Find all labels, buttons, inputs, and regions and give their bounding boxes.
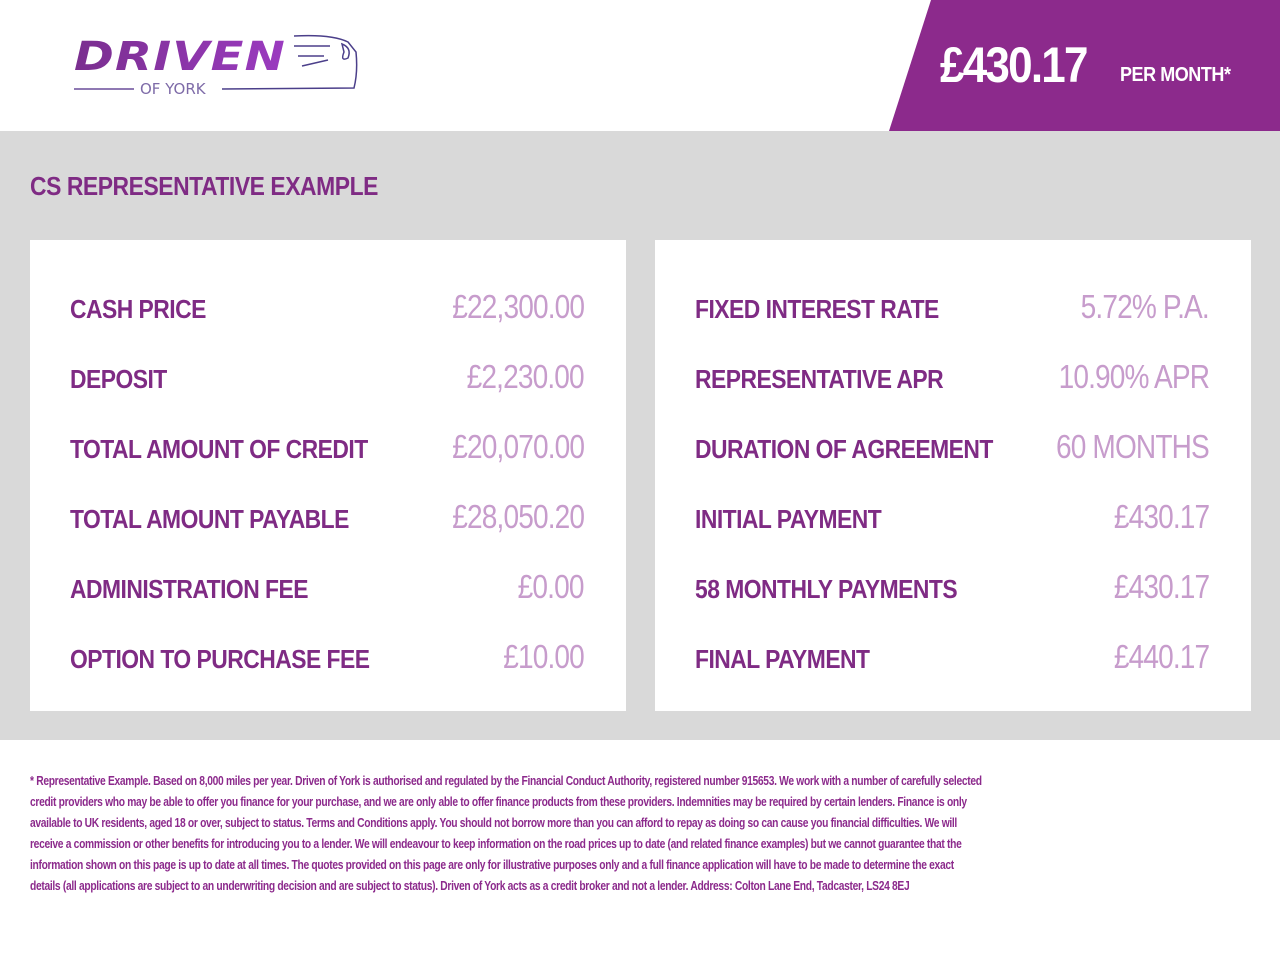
row-value: 5.72% P.A. (1080, 288, 1210, 325)
driven-of-york-logo: DRIVEN OF YORK (74, 34, 358, 98)
row-label: INITIAL PAYMENT (695, 504, 882, 534)
per-month-label: PER MONTH* (1120, 64, 1231, 86)
disclaimer-line: available to UK residents, aged 18 or ov… (30, 815, 957, 830)
finance-row-monthly-payments: 58 MONTHLY PAYMENTS £430.17 (695, 566, 1210, 606)
row-label: DEPOSIT (70, 364, 167, 394)
row-label: REPRESENTATIVE APR (695, 364, 944, 394)
row-value: £2,230.00 (466, 358, 585, 395)
logo-brand-text: DRIVEN (74, 34, 286, 80)
finance-row-purchase-fee: OPTION TO PURCHASE FEE £10.00 (70, 636, 585, 676)
finance-row-admin-fee: ADMINISTRATION FEE £0.00 (70, 566, 585, 606)
disclaimer-line: details (all applications are subject to… (30, 878, 910, 893)
row-label: TOTAL AMOUNT PAYABLE (70, 504, 349, 534)
row-value: 60 MONTHS (1056, 428, 1210, 465)
finance-row-deposit: DEPOSIT £2,230.00 (70, 356, 585, 396)
header: DRIVEN OF YORK £430.17 PER MONTH* (0, 0, 1280, 131)
row-label: OPTION TO PURCHASE FEE (70, 644, 370, 674)
disclaimer-line: receive a commission or other benefits f… (30, 836, 962, 851)
finance-row-final-payment: FINAL PAYMENT £440.17 (695, 636, 1210, 676)
row-value: £20,070.00 (452, 428, 585, 465)
logo-subtitle-text: OF YORK (140, 80, 207, 98)
legal-disclaimer: * Representative Example. Based on 8,000… (30, 770, 1230, 896)
finance-row-initial-payment: INITIAL PAYMENT £430.17 (695, 496, 1210, 536)
row-value: £430.17 (1113, 568, 1210, 605)
finance-row-duration: DURATION OF AGREEMENT 60 MONTHS (695, 426, 1210, 466)
price-banner (889, 0, 1280, 131)
row-value: £28,050.20 (452, 498, 585, 535)
row-label: FIXED INTEREST RATE (695, 294, 939, 324)
row-value: £10.00 (503, 638, 585, 675)
finance-card-right: FIXED INTEREST RATE 5.72% P.A. REPRESENTA… (655, 240, 1251, 711)
row-label: ADMINISTRATION FEE (70, 574, 308, 604)
row-label: CASH PRICE (70, 294, 206, 324)
row-label: TOTAL AMOUNT OF CREDIT (70, 434, 368, 464)
row-value: £440.17 (1113, 638, 1210, 675)
row-label: FINAL PAYMENT (695, 644, 870, 674)
row-value: £430.17 (1113, 498, 1210, 535)
disclaimer-line: credit providers who may be able to offe… (30, 794, 967, 809)
section-title: CS REPRESENTATIVE EXAMPLE (30, 171, 378, 201)
finance-row-total-payable: TOTAL AMOUNT PAYABLE £28,050.20 (70, 496, 585, 536)
finance-row-cash-price: CASH PRICE £22,300.00 (70, 286, 585, 326)
row-label: DURATION OF AGREEMENT (695, 434, 993, 464)
monthly-price: £430.17 (940, 37, 1088, 93)
disclaimer-line: * Representative Example. Based on 8,000… (30, 773, 982, 788)
row-value: £22,300.00 (452, 288, 585, 325)
disclaimer-line: information shown on this page is up to … (30, 857, 954, 872)
finance-row-total-credit: TOTAL AMOUNT OF CREDIT £20,070.00 (70, 426, 585, 466)
finance-row-interest-rate: FIXED INTEREST RATE 5.72% P.A. (695, 286, 1210, 326)
finance-row-apr: REPRESENTATIVE APR 10.90% APR (695, 356, 1210, 396)
representative-example-panel: CS REPRESENTATIVE EXAMPLE CASH PRICE £22,… (0, 131, 1280, 740)
row-value: 10.90% APR (1058, 358, 1209, 395)
row-label: 58 MONTHLY PAYMENTS (695, 574, 958, 604)
finance-card-left: CASH PRICE £22,300.00 DEPOSIT £2,230.00 TO… (30, 240, 626, 711)
row-value: £0.00 (518, 568, 585, 605)
